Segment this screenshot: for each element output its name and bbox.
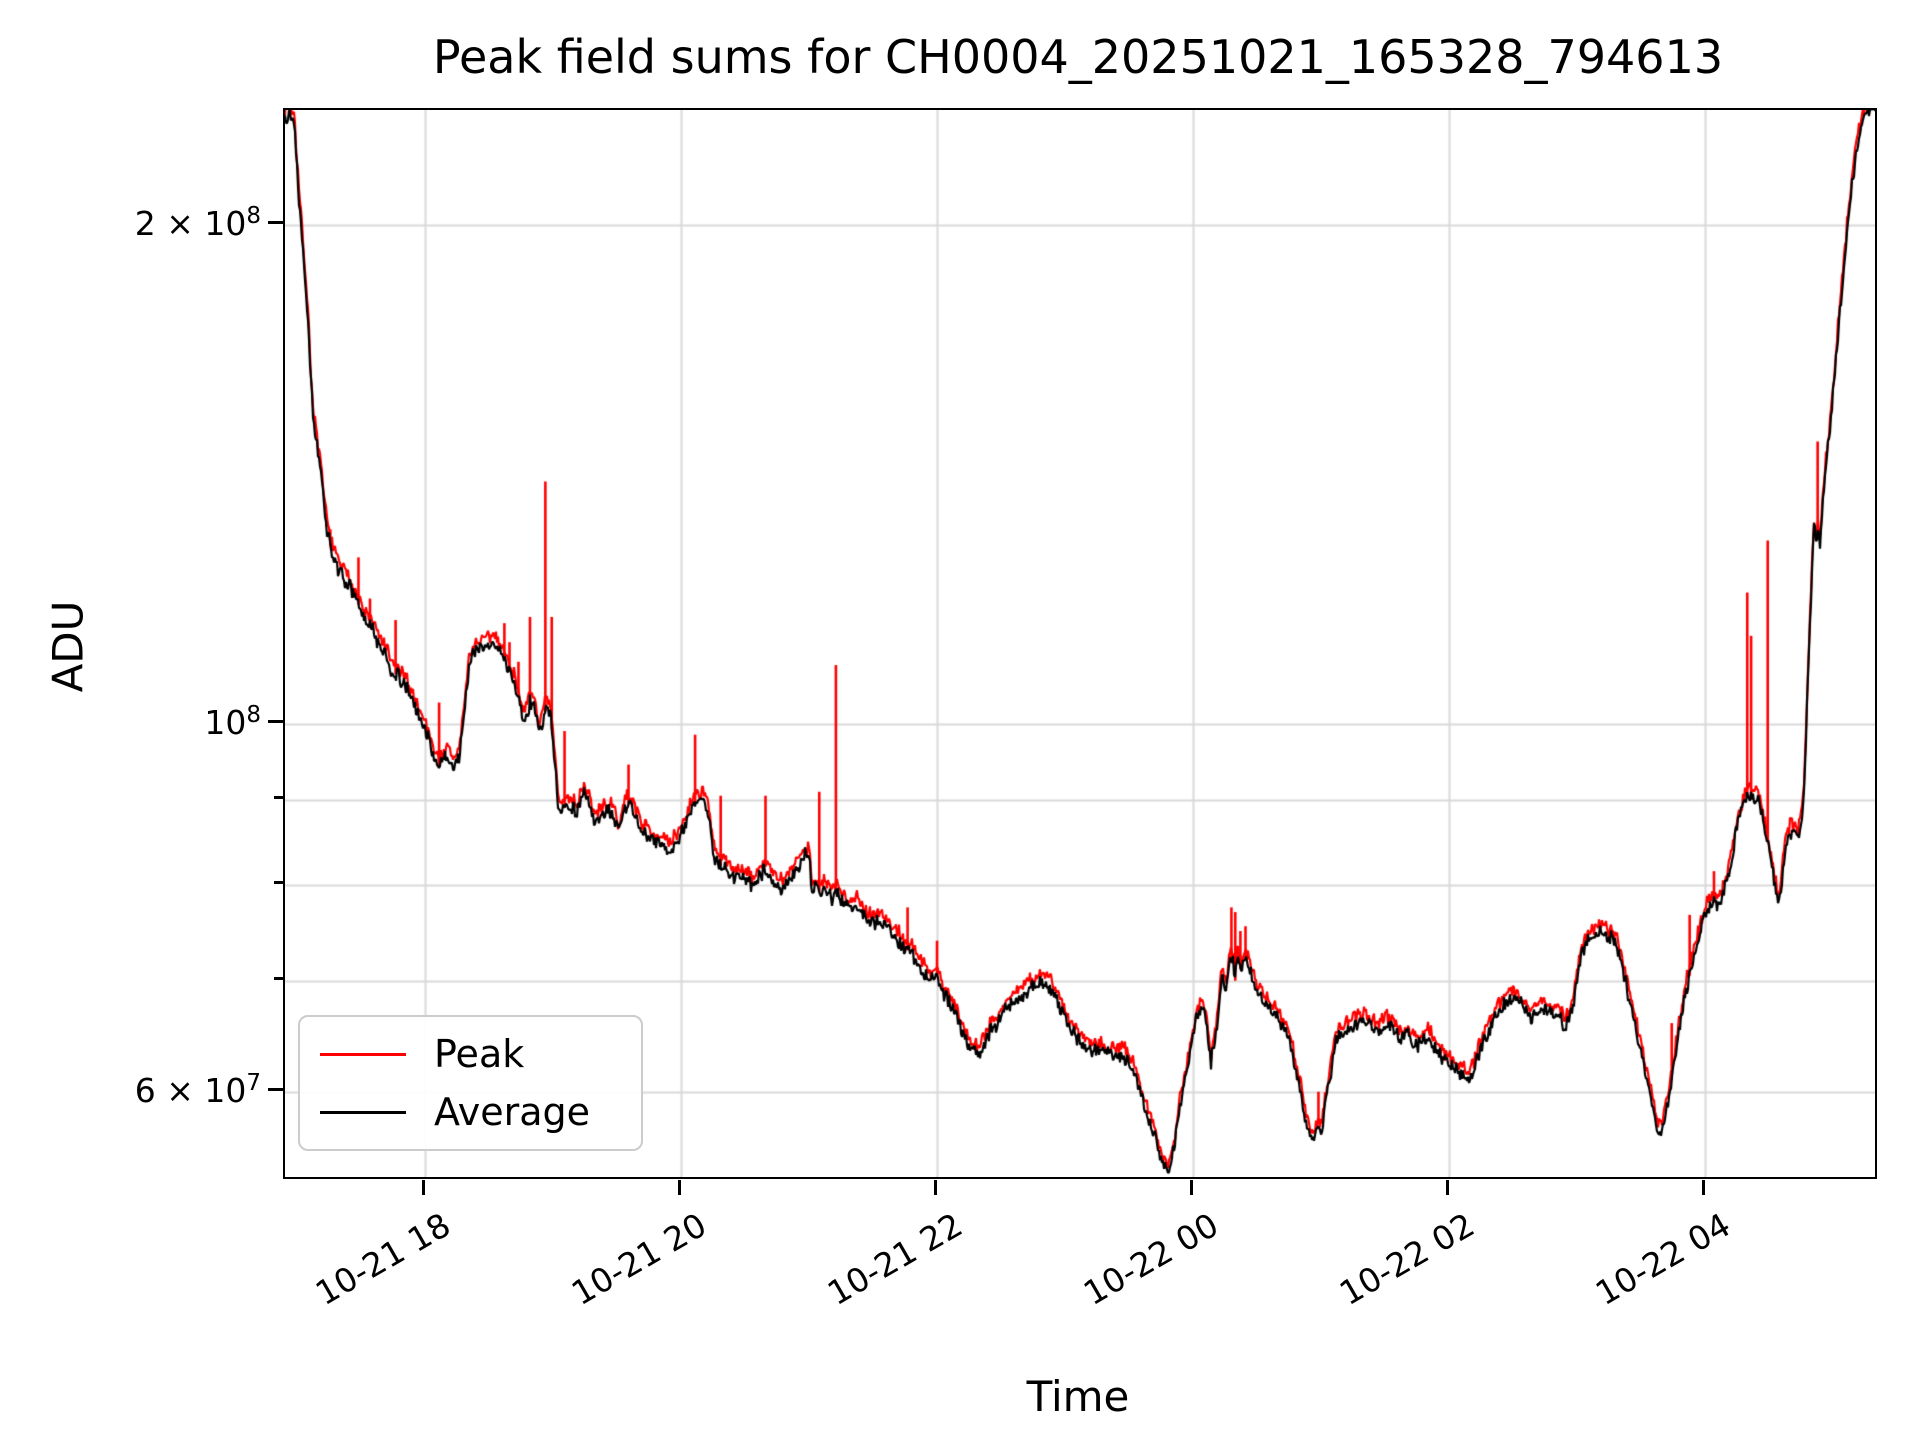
legend-entry-average: Average: [300, 1090, 641, 1134]
x-tick-label: 10-22 04: [1588, 1205, 1737, 1313]
x-tick-mark: [1445, 1180, 1449, 1195]
x-tick-mark: [933, 1180, 937, 1195]
y-tick-mark: [268, 221, 283, 225]
legend-entry-peak: Peak: [300, 1032, 641, 1076]
legend-label-average: Average: [434, 1090, 591, 1134]
x-tick-label: 10-21 22: [820, 1205, 969, 1313]
y-tick-label: 6 × 107: [134, 1069, 261, 1110]
x-tick-mark: [421, 1180, 425, 1195]
y-minor-tick-mark: [274, 796, 283, 799]
series-canvas: [285, 110, 1875, 1177]
y-tick-mark: [268, 1088, 283, 1092]
x-axis-label: Time: [1026, 1372, 1130, 1421]
x-tick-mark: [677, 1180, 681, 1195]
x-tick-label: 10-22 02: [1332, 1205, 1481, 1313]
chart-title: Peak field sums for CH0004_20251021_1653…: [432, 30, 1724, 84]
y-tick-label: 108: [204, 701, 261, 742]
average-line-swatch: [320, 1110, 406, 1114]
plot-area: [283, 108, 1877, 1179]
legend: Peak Average: [298, 1015, 643, 1151]
y-minor-tick-mark: [274, 881, 283, 884]
y-minor-tick-mark: [274, 977, 283, 980]
y-tick-mark: [268, 720, 283, 724]
y-tick-label: 2 × 108: [134, 202, 261, 243]
x-tick-label: 10-21 20: [564, 1205, 713, 1313]
peak-line-swatch: [320, 1052, 406, 1056]
y-axis-label: ADU: [43, 600, 93, 693]
x-tick-mark: [1189, 1180, 1193, 1195]
x-tick-label: 10-21 18: [308, 1205, 457, 1313]
legend-label-peak: Peak: [434, 1032, 525, 1076]
x-tick-mark: [1701, 1180, 1705, 1195]
x-tick-label: 10-22 00: [1076, 1205, 1225, 1313]
